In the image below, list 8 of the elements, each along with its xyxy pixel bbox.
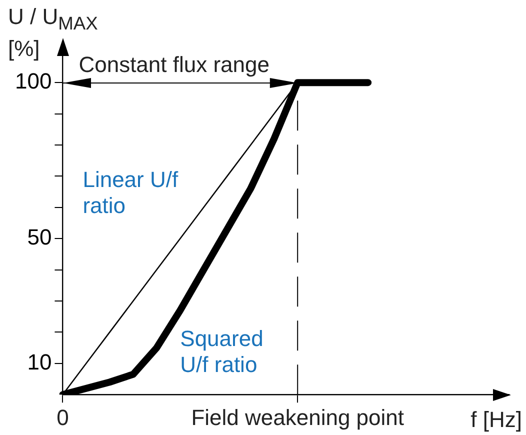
series-label: Squared U/f ratio: [180, 326, 264, 378]
y-tick-label: 100: [14, 68, 52, 94]
y-tick-label: 50: [27, 224, 52, 250]
series-label: Linear U/f ratio: [82, 166, 179, 218]
y-tick-label: 10: [27, 349, 52, 374]
x-tick-label: Field weakening point: [191, 404, 404, 430]
x-axis-title: f [Hz]: [470, 406, 522, 433]
x-tick-label: 0: [56, 404, 69, 430]
